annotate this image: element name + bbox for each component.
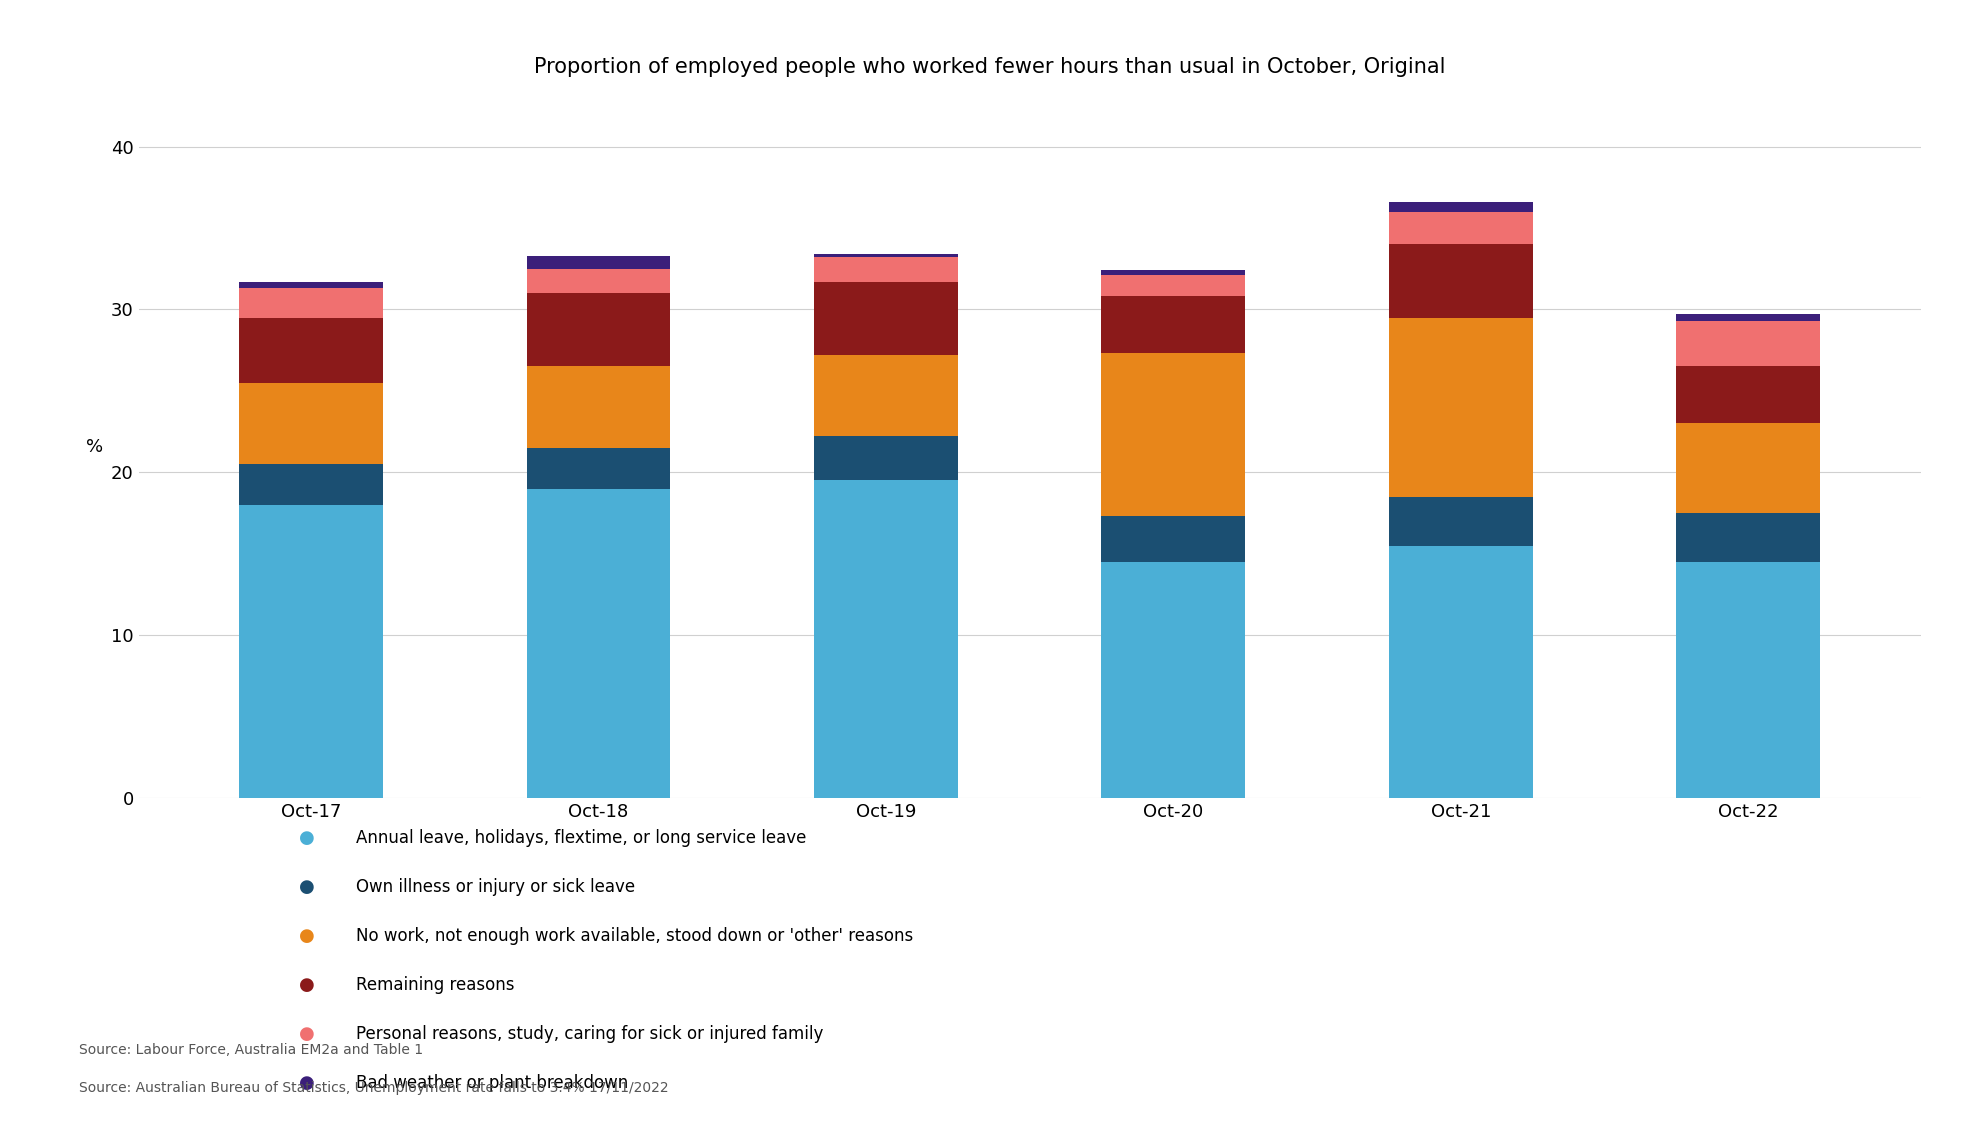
Bar xyxy=(1101,275,1245,296)
Text: Remaining reasons: Remaining reasons xyxy=(356,976,515,994)
Bar xyxy=(527,448,671,489)
Bar xyxy=(527,489,671,798)
Bar xyxy=(1388,202,1533,212)
Text: Source: Labour Force, Australia EM2a and Table 1: Source: Labour Force, Australia EM2a and… xyxy=(79,1043,424,1058)
Text: ●: ● xyxy=(299,1074,315,1092)
Bar xyxy=(1101,270,1245,275)
Bar xyxy=(814,437,958,480)
Bar xyxy=(1101,562,1245,798)
Bar xyxy=(1677,562,1820,798)
Bar xyxy=(527,293,671,366)
Text: ●: ● xyxy=(299,878,315,896)
Text: ●: ● xyxy=(299,829,315,847)
Text: Proportion of employed people who worked fewer hours than usual in October, Orig: Proportion of employed people who worked… xyxy=(535,57,1445,78)
Bar xyxy=(1101,296,1245,353)
Bar xyxy=(1677,513,1820,562)
Bar xyxy=(814,258,958,282)
Bar xyxy=(240,464,382,505)
Bar xyxy=(240,282,382,288)
Text: Source: Australian Bureau of Statistics, Unemployment rate falls to 3.4% 17/11/2: Source: Australian Bureau of Statistics,… xyxy=(79,1081,669,1096)
Bar xyxy=(1388,546,1533,798)
Bar xyxy=(1101,516,1245,562)
Bar xyxy=(1388,244,1533,318)
Bar xyxy=(1388,318,1533,497)
Bar xyxy=(240,383,382,464)
Bar xyxy=(814,254,958,258)
Bar xyxy=(814,480,958,798)
Bar xyxy=(1677,315,1820,320)
Text: ●: ● xyxy=(299,976,315,994)
Text: Annual leave, holidays, flextime, or long service leave: Annual leave, holidays, flextime, or lon… xyxy=(356,829,806,847)
Bar xyxy=(1388,497,1533,546)
Bar xyxy=(1677,320,1820,366)
Bar xyxy=(527,366,671,448)
Bar xyxy=(1388,212,1533,244)
Bar xyxy=(814,282,958,355)
Text: Own illness or injury or sick leave: Own illness or injury or sick leave xyxy=(356,878,636,896)
Bar xyxy=(240,505,382,798)
Y-axis label: %: % xyxy=(85,438,103,456)
Bar xyxy=(1677,423,1820,513)
Bar xyxy=(1101,353,1245,516)
Text: No work, not enough work available, stood down or 'other' reasons: No work, not enough work available, stoo… xyxy=(356,927,913,945)
Text: ●: ● xyxy=(299,927,315,945)
Text: Personal reasons, study, caring for sick or injured family: Personal reasons, study, caring for sick… xyxy=(356,1025,824,1043)
Bar xyxy=(527,255,671,269)
Text: Bad weather or plant breakdown: Bad weather or plant breakdown xyxy=(356,1074,630,1092)
Bar xyxy=(1677,366,1820,423)
Bar xyxy=(527,269,671,293)
Bar xyxy=(814,355,958,437)
Bar xyxy=(240,288,382,318)
Text: ●: ● xyxy=(299,1025,315,1043)
Bar xyxy=(240,318,382,383)
